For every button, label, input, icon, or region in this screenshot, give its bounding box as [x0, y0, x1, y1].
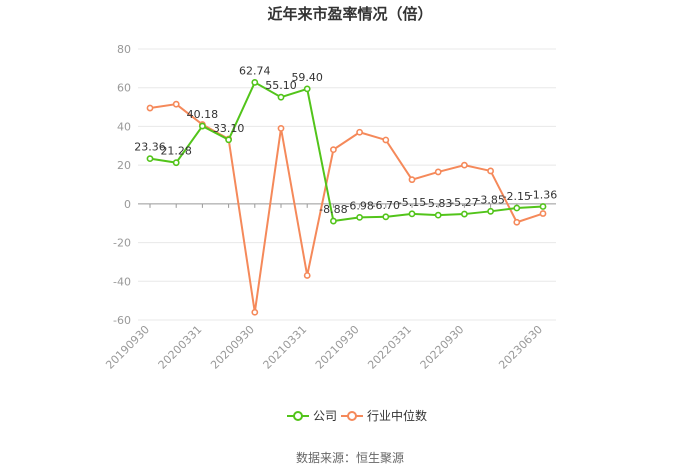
x-tick-label: 20230630 — [496, 323, 545, 372]
industry-median-data-point[interactable] — [329, 146, 337, 154]
industry-median-data-point[interactable] — [539, 210, 547, 217]
industry-median-data-point[interactable] — [382, 136, 390, 144]
company-data-label: -1.36 — [529, 188, 557, 201]
company-data-point[interactable] — [329, 217, 337, 225]
company-data-label: -5.15 — [398, 196, 426, 209]
legend[interactable]: 公司 行业中位数 — [287, 408, 427, 423]
legend-marker-industry-median — [347, 411, 357, 421]
company-data-point[interactable] — [487, 207, 494, 215]
company-data-point[interactable] — [303, 85, 311, 93]
industry-median-series-line — [149, 103, 544, 313]
industry-median-data-point[interactable] — [487, 167, 494, 175]
company-data-point[interactable] — [539, 203, 547, 210]
chart-title: 近年来市盈率情况（倍） — [267, 5, 432, 23]
industry-median-data-point[interactable] — [356, 128, 363, 136]
industry-median-data-point[interactable] — [460, 161, 468, 169]
y-axis: 80 60 40 20 0 -20 -40 -60 — [113, 43, 131, 327]
company-data-label: 40.18 — [187, 108, 219, 121]
company-data-point[interactable] — [408, 210, 416, 218]
x-tick-label: 20220331 — [365, 323, 414, 372]
legend-item-company[interactable]: 公司 — [287, 409, 337, 423]
company-data-point[interactable] — [277, 93, 285, 101]
y-tick-label: -60 — [113, 314, 131, 327]
company-series-line — [149, 81, 544, 223]
company-data-point[interactable] — [146, 155, 154, 163]
company-data-label: -5.27 — [450, 196, 478, 209]
company-data-label: 59.40 — [291, 71, 323, 84]
y-tick-label: 80 — [117, 43, 131, 56]
y-tick-label: 40 — [117, 120, 131, 133]
company-data-label: -2.15 — [503, 190, 531, 203]
data-source-note: 数据来源：恒生聚源 — [296, 450, 404, 465]
x-tick-label: 20200331 — [156, 323, 205, 372]
y-tick-label: -20 — [113, 237, 131, 250]
industry-median-data-point[interactable] — [146, 104, 154, 112]
company-data-label: -5.83 — [424, 197, 452, 210]
company-data-label: 62.74 — [239, 64, 271, 77]
company-data-label: 33.10 — [213, 122, 245, 135]
company-data-point[interactable] — [172, 159, 180, 167]
company-data-label: 55.10 — [265, 79, 297, 92]
industry-median-data-point[interactable] — [434, 168, 442, 176]
grid-lines — [138, 48, 556, 321]
industry-median-data-point[interactable] — [303, 272, 311, 279]
company-data-point[interactable] — [356, 213, 363, 221]
company-data-point[interactable] — [513, 204, 521, 212]
company-data-label: 23.36 — [134, 141, 166, 154]
company-data-label: -3.85 — [476, 193, 504, 206]
y-tick-label: 60 — [117, 82, 131, 95]
legend-item-industry-median[interactable]: 行业中位数 — [341, 408, 427, 423]
company-data-point[interactable] — [382, 213, 390, 221]
y-tick-label: 20 — [117, 159, 131, 172]
industry-median-data-point[interactable] — [513, 218, 521, 226]
industry-median-data-point[interactable] — [172, 100, 180, 108]
company-data-label: -8.88 — [319, 203, 347, 216]
x-tick-label: 20210930 — [313, 323, 362, 372]
x-tick-label: 20210331 — [261, 323, 310, 372]
industry-median-data-point[interactable] — [277, 124, 285, 132]
x-tick-label: 20190930 — [103, 323, 152, 372]
company-data-point[interactable] — [198, 122, 206, 130]
x-axis: 20190930 20200331 20200930 20210331 20210930… — [103, 203, 556, 372]
legend-label-company: 公司 — [313, 409, 337, 423]
x-tick-label: 20200930 — [208, 323, 257, 372]
company-data-point[interactable] — [225, 136, 232, 144]
series-layer — [146, 79, 547, 316]
industry-median-data-point[interactable] — [408, 176, 416, 184]
legend-label-industry-median: 行业中位数 — [367, 408, 427, 423]
company-data-label: 21.28 — [160, 145, 192, 158]
company-data-point[interactable] — [251, 79, 259, 86]
company-data-point[interactable] — [434, 211, 442, 219]
company-data-label: -6.70 — [372, 199, 400, 212]
company-data-point[interactable] — [460, 210, 468, 218]
y-tick-label: -40 — [113, 275, 131, 288]
company-data-label: -6.98 — [345, 199, 373, 212]
x-tick-label: 20220930 — [418, 323, 467, 372]
legend-marker-company — [293, 411, 303, 421]
y-tick-label: 0 — [124, 198, 131, 211]
industry-median-data-point[interactable] — [251, 308, 259, 316]
